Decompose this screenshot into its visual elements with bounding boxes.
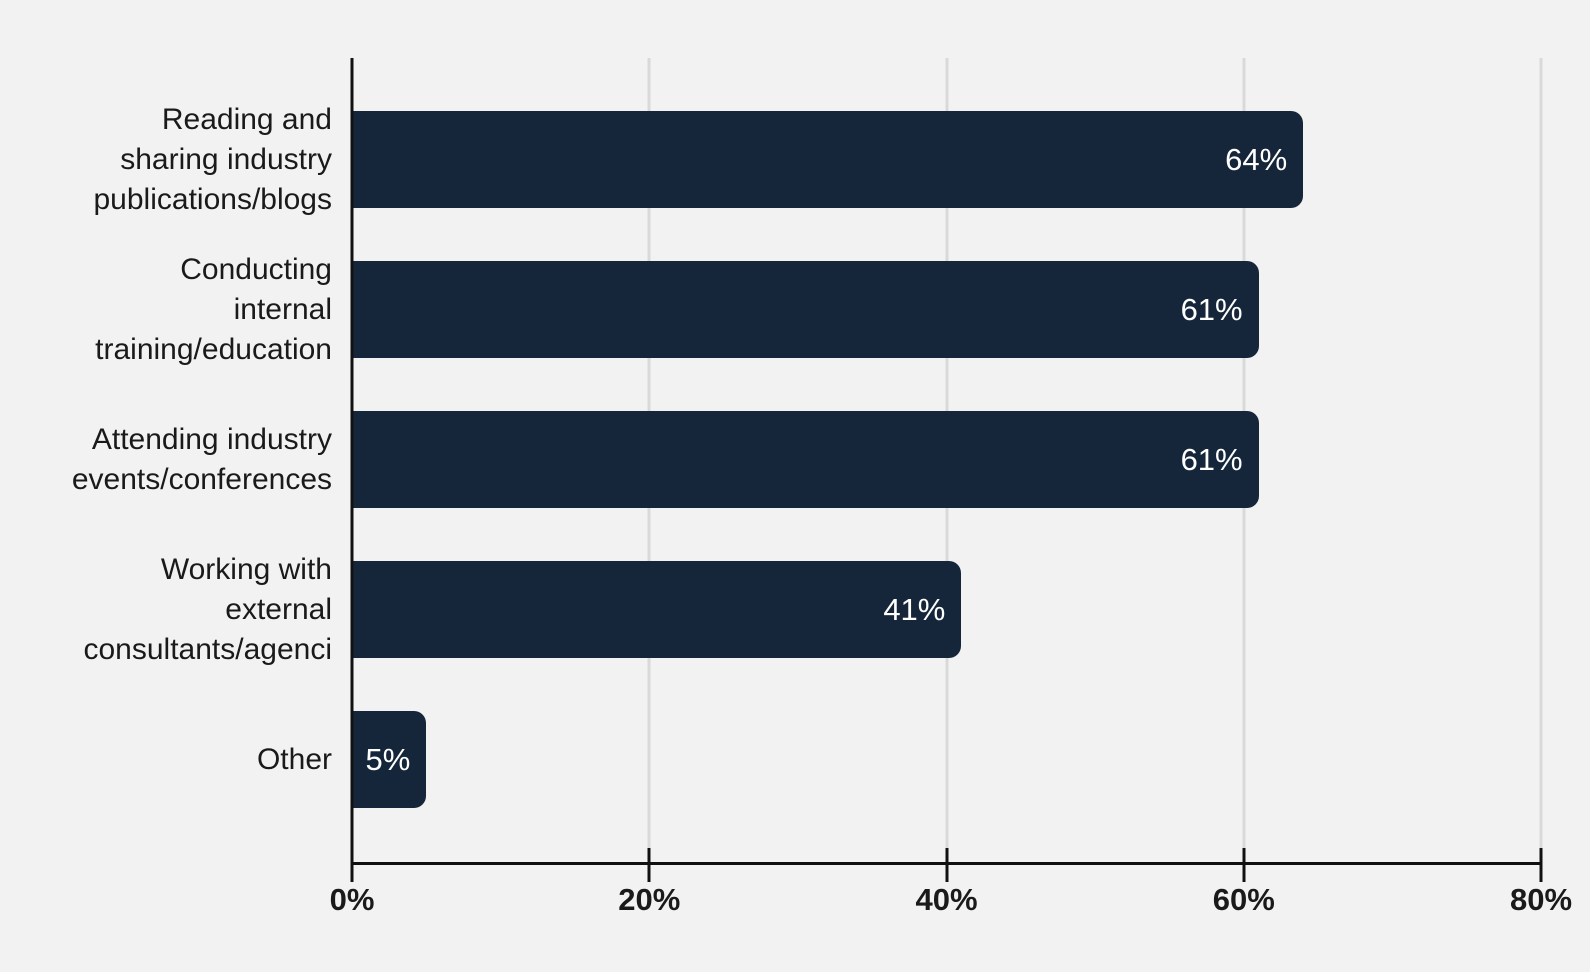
x-tick-label: 20% xyxy=(618,882,681,917)
x-tick-label: 40% xyxy=(915,882,978,917)
category-label: Attending industry events/conferences xyxy=(71,422,332,496)
bar-row: Reading and sharing industry publication… xyxy=(94,103,1541,216)
bar-row: Attending industry events/conferences 61… xyxy=(72,411,1541,508)
x-axis-tick xyxy=(647,848,651,882)
bar-row: Other 5% xyxy=(257,711,1541,808)
bar-value-label: 61% xyxy=(1180,441,1243,477)
y-axis-line xyxy=(350,58,354,864)
bar-value-label: 64% xyxy=(1225,141,1288,177)
plot-area: Reading and sharing industry publication… xyxy=(72,58,1572,917)
bar: 41% xyxy=(352,561,962,658)
bar-value-label: 61% xyxy=(1180,291,1243,327)
bar-value-label: 41% xyxy=(883,591,946,627)
bar: 64% xyxy=(352,111,1304,208)
x-axis-tick xyxy=(945,848,948,882)
x-axis-tick xyxy=(1242,848,1246,882)
bar-row: Conducting internal training/education 6… xyxy=(95,253,1541,366)
gridline-80 xyxy=(1539,58,1543,864)
bar: 61% xyxy=(352,411,1259,508)
bar: 5% xyxy=(352,711,427,808)
x-axis-tick xyxy=(1539,848,1543,882)
bar-value-label: 5% xyxy=(365,741,411,777)
x-tick-label: 0% xyxy=(329,882,375,917)
x-tick-label: 80% xyxy=(1509,882,1573,917)
category-label: Working with external consultants/agenci xyxy=(83,552,333,666)
bar-row: Working with external consultants/agenci… xyxy=(84,553,1541,666)
category-label: Other xyxy=(256,742,332,776)
x-axis-tick xyxy=(350,848,354,882)
category-label: Conducting internal training/education xyxy=(95,252,332,366)
x-tick-label: 60% xyxy=(1212,882,1275,917)
bar: 61% xyxy=(352,261,1259,358)
category-label: Reading and sharing industry publication… xyxy=(93,102,333,216)
